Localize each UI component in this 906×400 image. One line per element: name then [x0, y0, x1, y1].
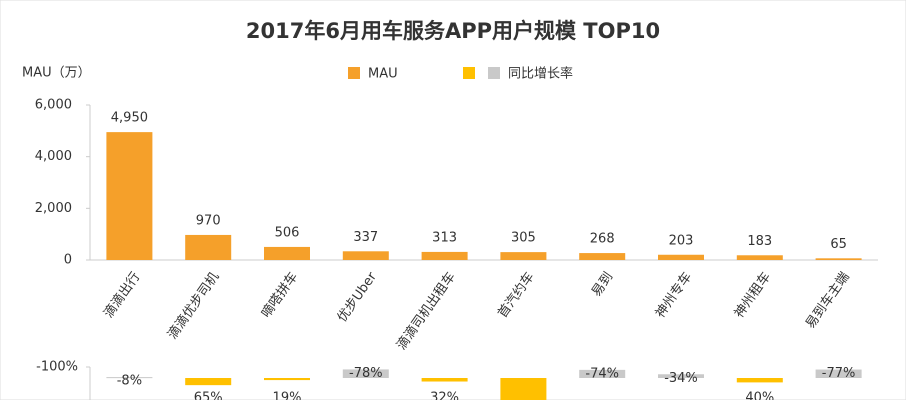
growth-bar [421, 378, 468, 382]
growth-bar [185, 378, 232, 386]
bar [579, 253, 626, 260]
bar [264, 246, 310, 260]
growth-bar [815, 369, 862, 378]
bar [658, 254, 704, 260]
data-label: 313 [432, 230, 457, 245]
bar [106, 132, 153, 260]
data-label: -74% [585, 366, 619, 381]
chart-title: 2017年6月用车服务APP用户规模 TOP10 [246, 19, 660, 43]
data-label: 4,950 [111, 111, 148, 126]
bar [185, 234, 232, 260]
y-tick-label: -100% [36, 360, 78, 375]
y-tick-label: 2,000 [35, 201, 72, 216]
legend-swatch [348, 67, 360, 79]
legend-swatch [463, 67, 475, 79]
bar [500, 252, 547, 260]
y-tick-label: 0 [64, 253, 72, 268]
bar [421, 251, 468, 260]
legend-label: 同比增长率 [508, 66, 573, 82]
bar [736, 255, 783, 260]
bar [815, 258, 862, 260]
data-label: 506 [275, 225, 300, 240]
growth-bar [736, 378, 783, 383]
data-label: 203 [669, 233, 694, 248]
data-label: -34% [664, 371, 698, 386]
growth-bar [106, 377, 153, 379]
data-label: 32% [430, 391, 459, 400]
data-label: 337 [353, 230, 378, 245]
growth-bar [658, 374, 704, 378]
data-label: -8% [117, 374, 142, 389]
data-label: -78% [349, 366, 383, 381]
legend-swatch [488, 67, 500, 79]
data-label: 19% [273, 391, 302, 400]
data-label: 970 [196, 213, 221, 228]
y-tick-label: 6,000 [35, 98, 72, 113]
growth-bar [579, 369, 626, 378]
data-label: 65 [830, 237, 847, 252]
bar [342, 251, 389, 260]
growth-bar [264, 378, 310, 381]
growth-bar [342, 369, 389, 378]
data-label: 65% [194, 391, 223, 400]
data-label: 183 [747, 234, 772, 249]
data-label: 305 [511, 231, 536, 246]
data-label: -77% [822, 366, 856, 381]
data-label: 40% [745, 391, 774, 400]
y-tick-label: 4,000 [35, 149, 72, 164]
growth-bar [500, 378, 547, 400]
data-label: 268 [590, 232, 615, 247]
legend-label: MAU [368, 67, 398, 82]
y-axis-label: MAU（万） [22, 66, 91, 81]
